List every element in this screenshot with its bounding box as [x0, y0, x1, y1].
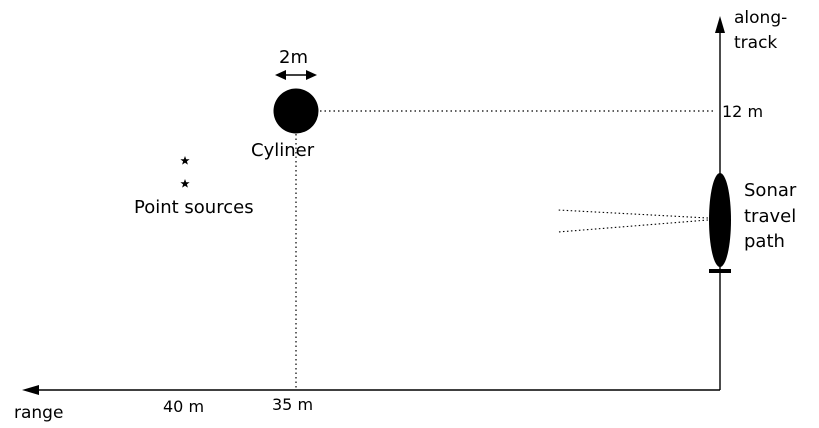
sonar-beam-lower — [557, 219, 709, 233]
sonar-label-line1: Sonar — [744, 180, 797, 201]
range-axis-label: range — [14, 403, 63, 423]
point-source-star-2 — [180, 179, 190, 188]
sonar-beam-upper — [557, 209, 709, 219]
sonar-label-line2: travel — [744, 206, 796, 227]
along-track-label-line2: track — [734, 33, 777, 53]
cylinder-width-arrow-left — [275, 70, 286, 80]
point-source-star-1 — [180, 156, 190, 165]
along-track-arrowhead — [715, 16, 725, 33]
point-sources-label: Point sources — [134, 197, 254, 218]
cylinder-label: Cyliner — [251, 140, 315, 161]
along-track-label-line1: along- — [734, 8, 787, 28]
sonar-label-line3: path — [744, 231, 785, 252]
sonar-vehicle-fin — [709, 269, 731, 273]
cylinder-target — [273, 88, 319, 134]
cylinder-width-arrow-right — [306, 70, 317, 80]
range-arrowhead — [22, 385, 39, 395]
tick-label-12m: 12 m — [722, 102, 763, 121]
tick-label-40m: 40 m — [163, 397, 204, 416]
cylinder-width-label: 2m — [279, 47, 308, 68]
tick-label-35m: 35 m — [272, 395, 313, 414]
sonar-vehicle — [709, 173, 731, 267]
